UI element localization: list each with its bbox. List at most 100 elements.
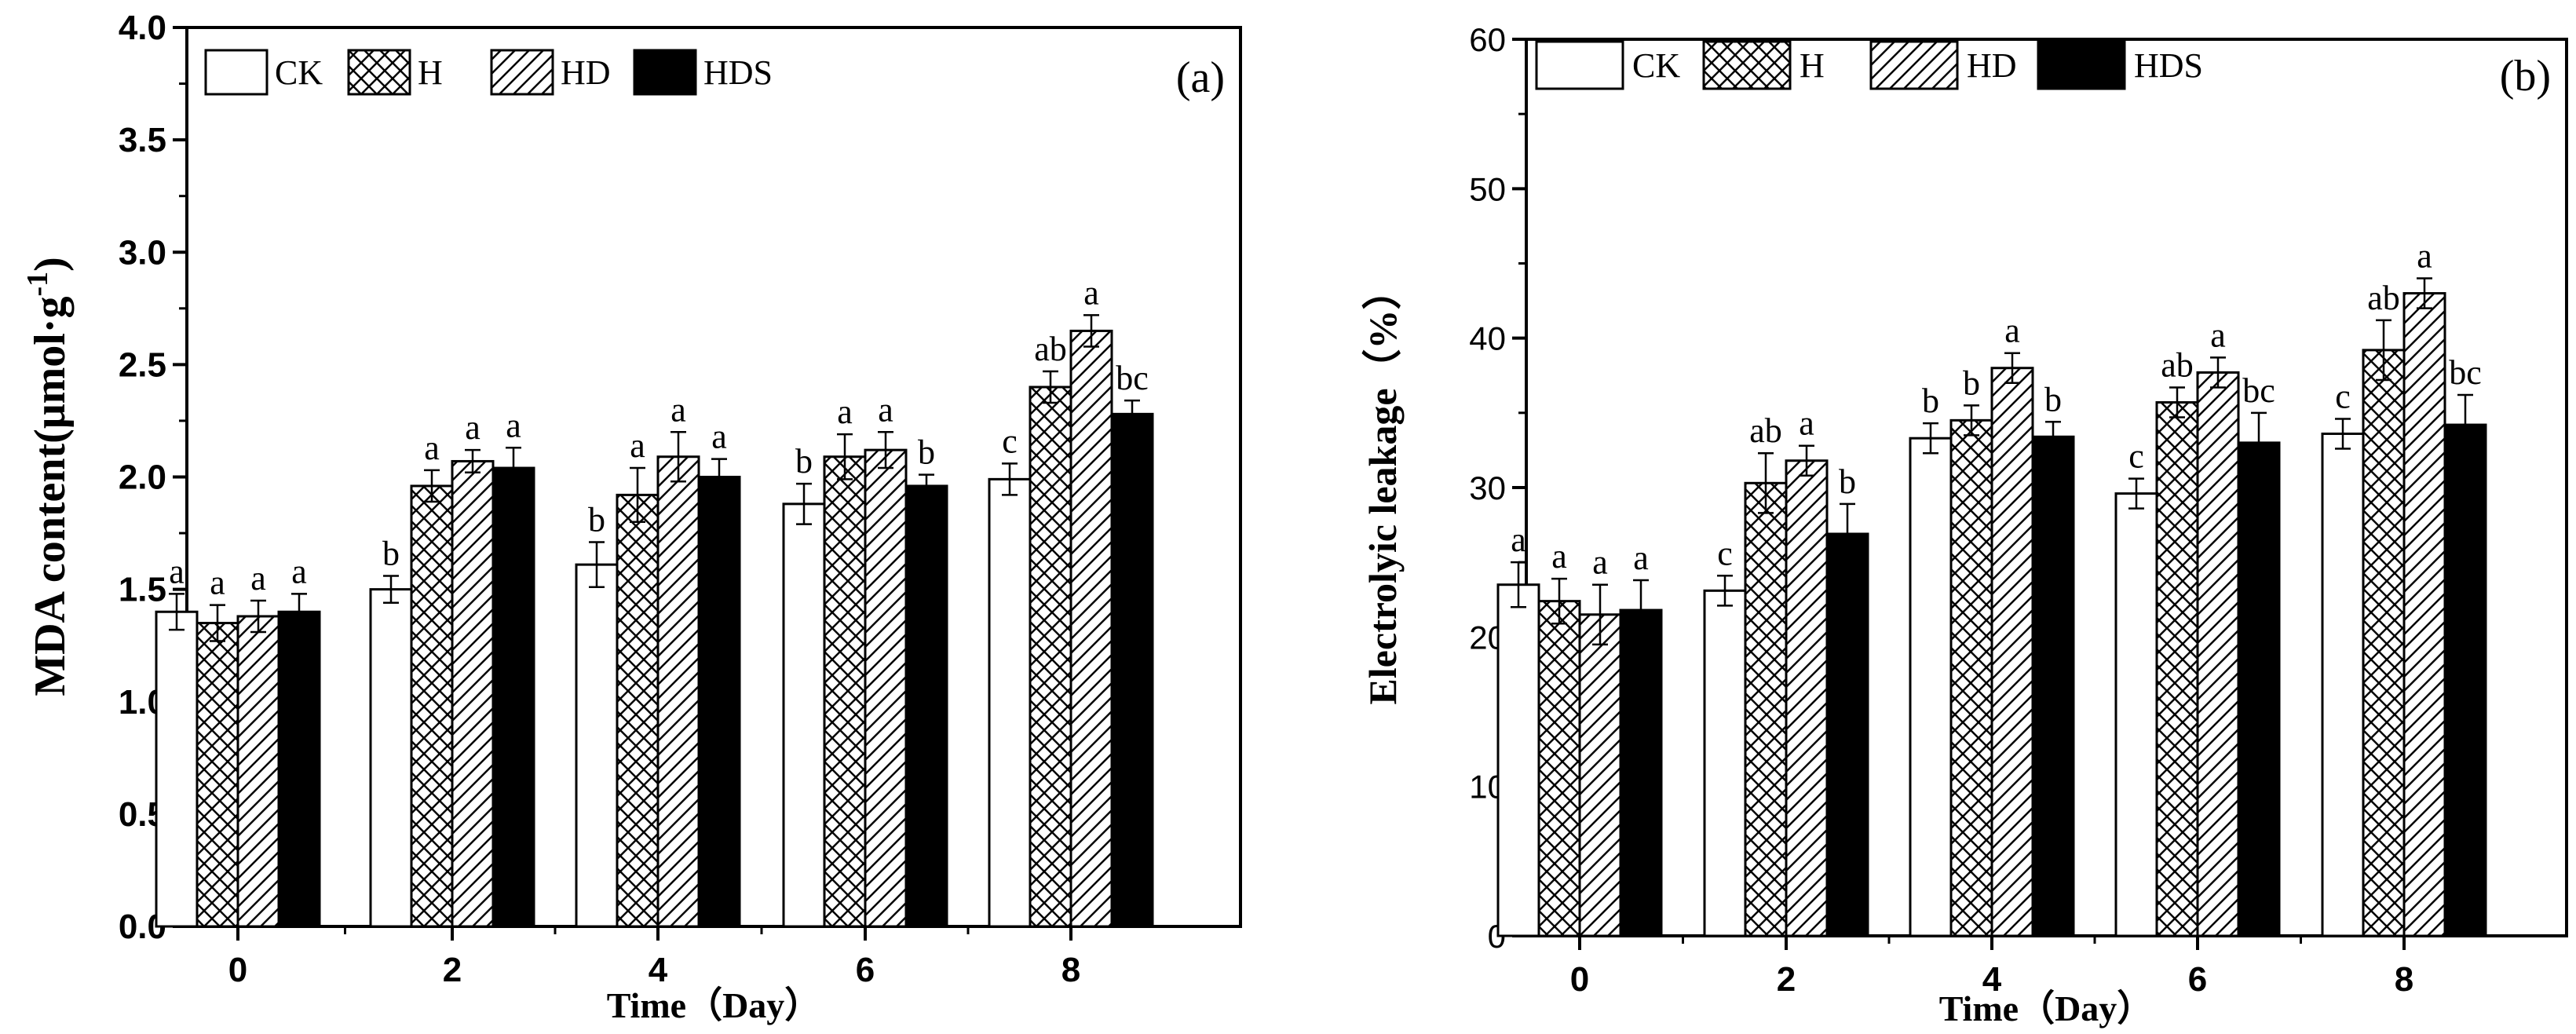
significance-letter: bc <box>1116 359 1149 397</box>
significance-letter: b <box>1839 462 1856 501</box>
significance-letter: c <box>1002 422 1018 460</box>
bar-hds <box>697 476 741 928</box>
significance-letter: ab <box>1034 330 1067 368</box>
y-tick-label: 50 <box>1469 170 1506 207</box>
legend-swatch-hd <box>1869 40 1959 90</box>
legend-swatch-ck <box>1535 40 1624 90</box>
x-axis-title-a: Time（Day） <box>607 985 821 1025</box>
bar-ck <box>2114 492 2158 937</box>
y-tick-label: 3.0 <box>119 233 166 272</box>
y-tick-label: 2.0 <box>119 459 166 497</box>
significance-letter: b <box>588 501 605 539</box>
significance-letter: a <box>506 406 521 444</box>
significance-letter: c <box>2335 377 2351 415</box>
significance-letter: a <box>291 552 307 590</box>
bar-hd <box>864 448 908 928</box>
y-tick-label: 60 <box>1469 21 1506 58</box>
bar-ck <box>1909 437 1953 937</box>
legend-swatch-h <box>347 49 411 96</box>
legend-label-ck: CK <box>275 53 323 92</box>
significance-letter: a <box>1633 539 1649 577</box>
bar-hds <box>1619 608 1663 937</box>
significance-letter: bc <box>2449 353 2482 392</box>
x-tick-label: 8 <box>2395 960 2413 999</box>
bar-hd <box>1990 367 2034 937</box>
significance-letter: ab <box>2161 345 2194 384</box>
significance-letter: a <box>2417 237 2432 276</box>
significance-letter: a <box>837 393 853 431</box>
x-tick-label: 6 <box>2188 960 2207 999</box>
legend-swatch-hds <box>2037 40 2126 90</box>
significance-letter: a <box>250 559 266 597</box>
legend-label-h: H <box>418 53 443 92</box>
bar-hd <box>451 459 495 928</box>
y-axis-title-a: MDA content(μmol·g-1) <box>21 257 75 696</box>
legend-label-hd: HD <box>561 53 611 92</box>
legend-label-ck: CK <box>1632 46 1680 85</box>
bar-h <box>1949 418 1993 937</box>
x-tick-label: 0 <box>228 951 247 989</box>
bar-hd <box>1578 613 1622 937</box>
significance-letter: ab <box>1749 411 1782 450</box>
significance-letter: a <box>2210 316 2226 354</box>
legend-label-h: H <box>1800 46 1825 85</box>
legend-label-hd: HD <box>1967 46 2017 85</box>
bar-h <box>1744 481 1788 937</box>
bar-ck <box>1703 589 1747 937</box>
significance-letter: a <box>169 552 185 590</box>
significance-letter: a <box>878 390 893 429</box>
significance-letter: a <box>1083 273 1099 312</box>
bar-ck <box>369 588 413 928</box>
panel-label-a: (a) <box>1176 53 1225 102</box>
y-tick-label: 3.5 <box>119 121 166 159</box>
significance-letter: b <box>918 433 935 472</box>
bar-hds <box>491 466 535 928</box>
x-tick-label: 4 <box>649 951 668 989</box>
x-axis-ticks-b: 0 2 4 6 8 <box>1570 936 2413 999</box>
bar-h <box>1029 385 1072 928</box>
significance-letter: a <box>1511 521 1526 559</box>
significance-letter: bc <box>2242 371 2275 410</box>
bar-hds <box>2031 435 2075 937</box>
bar-hds <box>1110 412 1154 928</box>
significance-letter: a <box>465 408 480 447</box>
significance-letter: a <box>424 429 440 467</box>
bar-ck <box>575 563 619 928</box>
y-axis-title-a-sup: -1 <box>21 272 54 297</box>
significance-letter: b <box>795 442 813 480</box>
bar-hds <box>277 610 321 928</box>
y-tick-label: 4.0 <box>119 9 166 47</box>
y-tick-label: 30 <box>1469 470 1506 506</box>
bar-h <box>1537 600 1581 937</box>
y-tick-label: 1.5 <box>119 571 166 609</box>
bar-ck <box>2321 432 2365 937</box>
y-axis-title-b: Electrolyic leakage（%） <box>1361 270 1405 704</box>
bar-hd <box>1785 459 1829 937</box>
y-tick-label: 40 <box>1469 320 1506 357</box>
y-axis-title-a-main: MDA content(μmol·g <box>26 297 75 696</box>
legend-swatch-h <box>1702 40 1792 90</box>
panel-label-b: (b) <box>2500 52 2551 100</box>
x-tick-label: 6 <box>856 951 875 989</box>
legend-a: CK H HD HDS <box>204 49 773 96</box>
x-tick-label: 4 <box>1982 960 2002 999</box>
legend-swatch-hd <box>490 49 554 96</box>
significance-letter: a <box>1592 543 1608 582</box>
significance-letter: a <box>1799 404 1814 443</box>
bar-h <box>616 493 660 928</box>
bar-h <box>195 622 239 928</box>
x-tick-label: 2 <box>443 951 462 989</box>
x-tick-label: 0 <box>1570 960 1589 999</box>
significance-letter: b <box>2044 380 2062 418</box>
significance-letter: a <box>630 426 645 465</box>
bar-hd <box>2196 371 2240 937</box>
legend-swatch-ck <box>204 49 269 96</box>
significance-letter: b <box>1922 382 1939 420</box>
significance-letter: b <box>382 534 400 572</box>
bar-h <box>410 484 454 928</box>
legend-swatch-hds <box>633 49 697 96</box>
legend-b: CK H HD HDS <box>1535 40 2203 90</box>
x-axis-ticks-a: 0 2 4 6 8 <box>228 926 1080 989</box>
